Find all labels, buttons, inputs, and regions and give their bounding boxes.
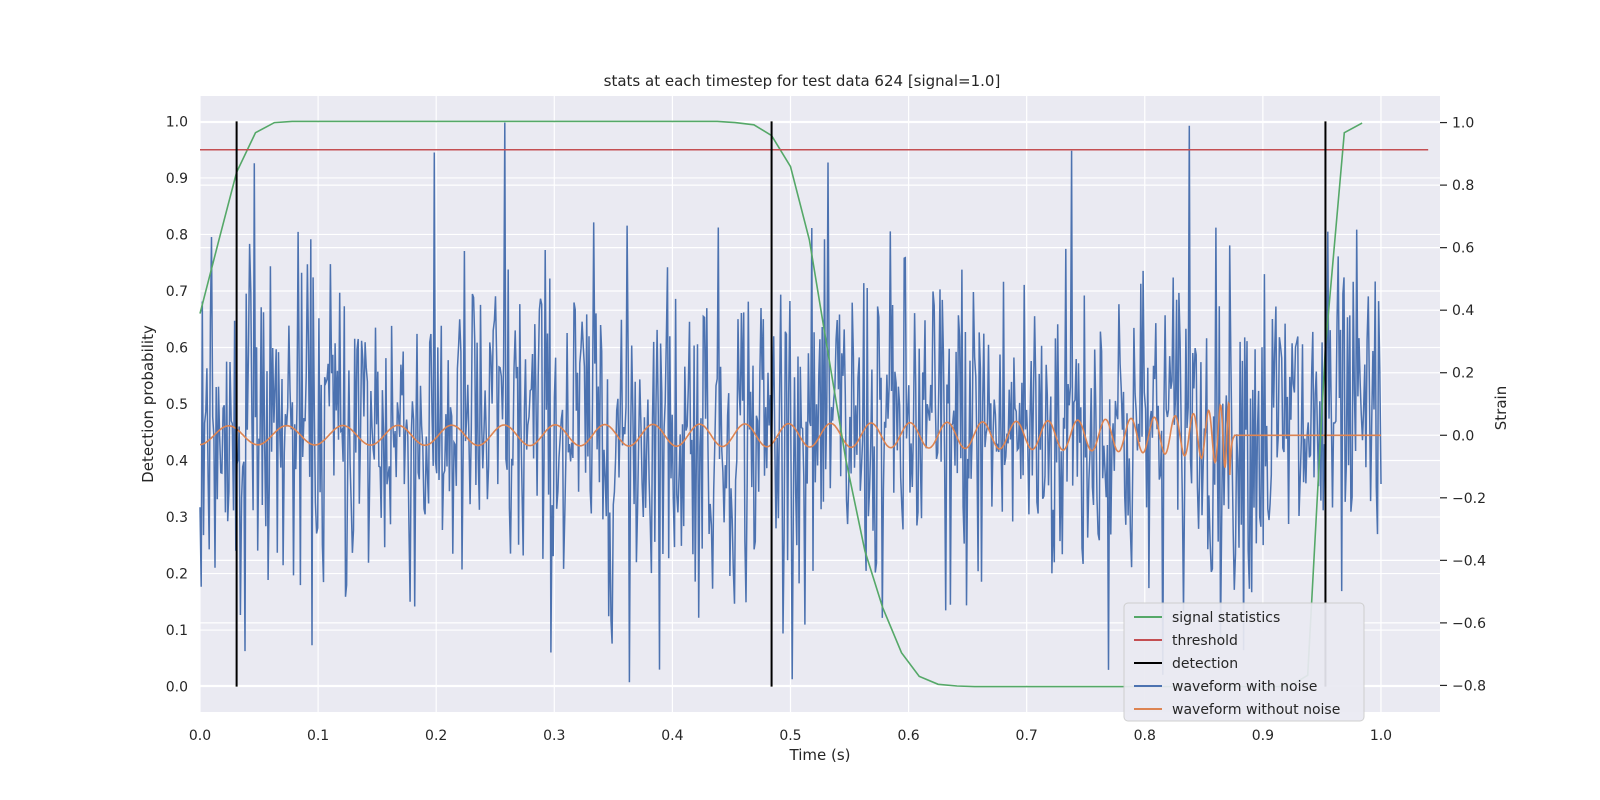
y2-tick-label: 0.4: [1452, 303, 1474, 319]
legend-label: signal statistics: [1172, 610, 1280, 626]
waveform-with-noise-line: [199, 122, 1382, 683]
y2-tick-label: 0.8: [1452, 178, 1474, 194]
x-tick-label: 0.4: [661, 728, 683, 744]
y-tick-label: 0.9: [166, 171, 188, 187]
y-tick-label: 0.7: [166, 284, 188, 300]
y-tick-label: 0.4: [166, 454, 188, 470]
x-tick-label: 0.0: [189, 728, 211, 744]
y-tick-label: 0.2: [166, 567, 188, 583]
legend-label: threshold: [1172, 633, 1238, 649]
y2-axis-title: Strain: [1492, 386, 1510, 430]
y-tick-label: 0.3: [166, 510, 188, 526]
y-tick-label: 0.1: [166, 623, 188, 639]
y-tick-label: 0.8: [166, 227, 188, 243]
x-tick-label: 0.2: [425, 728, 447, 744]
legend-item-waveform-with-noise: waveform with noise: [1134, 679, 1317, 695]
y2-tick-label: 0.2: [1452, 366, 1474, 382]
y-axis-right: −0.8 −0.6 −0.4 −0.2 0.0 0.2 0.4 0.6 0.8 1.0: [1440, 116, 1486, 694]
y2-tick-label: −0.6: [1452, 616, 1486, 632]
legend-item-signal-statistics: signal statistics: [1134, 610, 1280, 626]
x-tick-label: 0.9: [1252, 728, 1274, 744]
y-tick-label: 0.5: [166, 397, 188, 413]
y2-tick-label: −0.4: [1452, 553, 1486, 569]
legend-label: detection: [1172, 656, 1238, 672]
x-tick-label: 0.5: [779, 728, 801, 744]
legend-label: waveform with noise: [1172, 679, 1317, 695]
y-tick-label: 1.0: [166, 114, 188, 130]
legend-item-waveform-without-noise: waveform without noise: [1134, 702, 1340, 718]
x-tick-label: 1.0: [1370, 728, 1392, 744]
x-tick-label: 0.8: [1134, 728, 1156, 744]
series-waveform-with-noise: [199, 122, 1382, 683]
y2-tick-label: −0.2: [1452, 491, 1486, 507]
waveform-without-noise-line: [200, 401, 1381, 476]
chart-title: stats at each timestep for test data 624…: [604, 72, 1001, 90]
x-tick-label: 0.6: [897, 728, 919, 744]
legend: signal statistics threshold detection wa…: [1123, 602, 1365, 722]
x-tick-label: 0.7: [1016, 728, 1038, 744]
y2-tick-label: 0.6: [1452, 241, 1474, 257]
y2-tick-label: −0.8: [1452, 678, 1486, 694]
y-axis-title: Detection probability: [139, 325, 157, 483]
x-tick-label: 0.1: [307, 728, 329, 744]
x-tick-label: 0.3: [543, 728, 565, 744]
y-tick-label: 0.0: [166, 680, 188, 696]
legend-box: [1123, 602, 1365, 722]
legend-label: waveform without noise: [1172, 702, 1340, 718]
legend-item-threshold: threshold: [1134, 633, 1238, 649]
legend-item-detection: detection: [1134, 656, 1238, 672]
y-tick-label: 0.6: [166, 340, 188, 356]
y2-tick-label: 0.0: [1452, 428, 1474, 444]
x-axis: 0.0 0.1 0.2 0.3 0.4 0.5 0.6 0.7 0.8 0.9 1.0: [189, 728, 1392, 744]
y2-tick-label: 1.0: [1452, 116, 1474, 132]
x-axis-title: Time (s): [789, 746, 851, 764]
y-axis-left: 0.0 0.1 0.2 0.3 0.4 0.5 0.6 0.7 0.8 0.9 1.0: [166, 114, 188, 695]
series-waveform-without-noise: [200, 401, 1381, 476]
series-detection: [235, 121, 1327, 687]
